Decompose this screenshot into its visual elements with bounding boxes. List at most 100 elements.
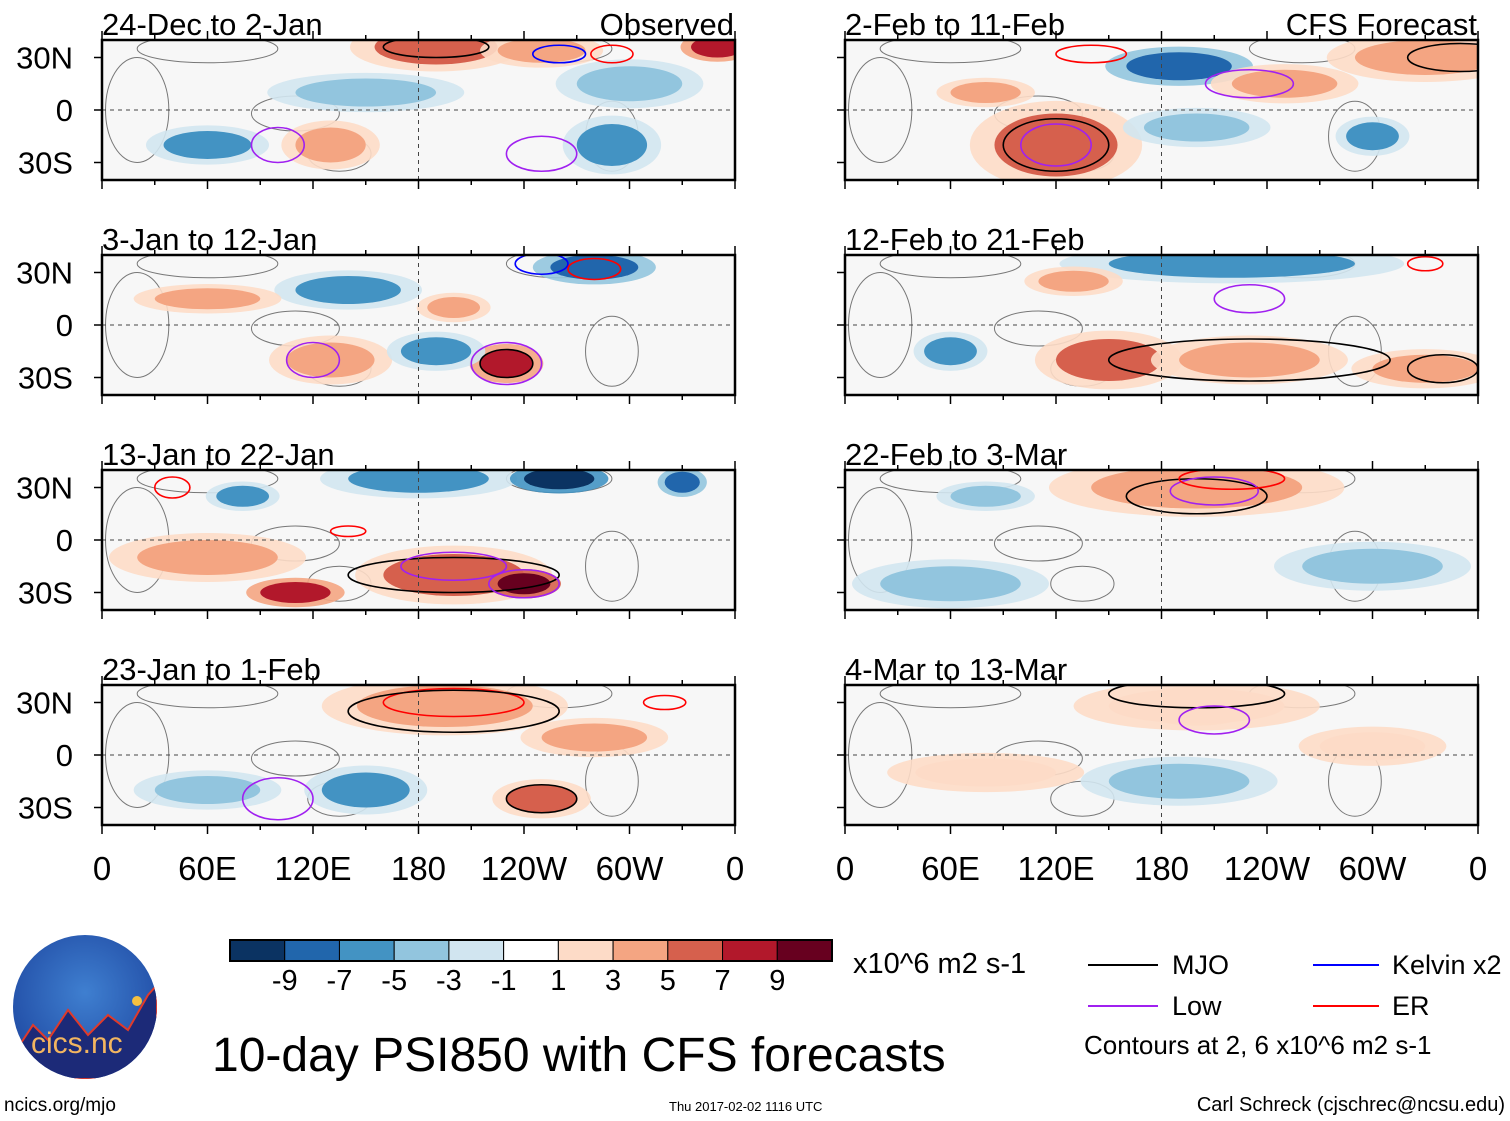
map-panel: 3-Jan to 12-Jan 30N 0 30S [16,222,737,404]
anomaly-shading [137,540,278,575]
map-panel: 24-Dec to 2-Jan Observed 30N 0 30S [16,7,737,189]
contour-line [567,257,622,281]
colorbar-swatch [557,939,614,962]
anomaly-shading [295,276,401,304]
contour-line [382,687,525,718]
lat-label: 30N [16,256,73,291]
contour-line [505,135,578,173]
column-header: Observed [600,7,734,42]
anomaly-field [102,40,735,180]
lon-label: 120E [1017,850,1094,887]
anomaly-shading [1231,69,1338,98]
lon-label: 0 [1469,850,1487,887]
anomaly-shading [541,723,648,752]
colorbar-swatch [338,939,395,962]
coastline [250,740,340,777]
lon-label: 120E [274,850,351,887]
contour-line [1213,283,1286,314]
panel-title: 2-Feb to 11-Feb [845,7,1065,42]
lat-label: 0 [56,523,73,558]
contour-line [1204,68,1295,99]
coastline [585,530,639,602]
anomaly-shading [1179,342,1320,378]
anomaly-shading [216,485,270,507]
colorbar-swatch [229,939,286,962]
colorbar-swatch [667,939,724,962]
anomaly-shading [260,582,331,603]
figure-title: 10-day PSI850 with CFS forecasts [212,1029,946,1082]
coastline [993,525,1083,562]
lat-label: 30S [18,146,73,181]
contour-line [479,348,534,379]
colorbar-label: 1 [550,965,566,997]
lat-label: 30S [18,576,73,611]
coastline [136,40,279,64]
er-line-swatch [1313,1005,1379,1007]
lon-label: 0 [836,850,854,887]
contour-line [1055,44,1128,64]
lon-label: 60E [921,850,980,887]
anomaly-shading [154,288,261,310]
colorbar-swatch [284,939,340,962]
contour-line [347,556,560,594]
lon-label: 60W [1339,850,1408,887]
anomaly-shading [163,131,252,159]
contour-line [1406,42,1478,73]
contour-line [382,40,490,59]
legend-label: ER [1392,991,1430,1021]
contour-line [1020,123,1092,167]
colorbar-swatch [393,939,450,962]
anomaly-shading [576,124,648,166]
anomaly-shading [154,776,261,804]
contour-line [1178,470,1286,491]
lon-label: 180 [391,850,446,887]
logo-text: cics.nc [31,1027,123,1060]
cics-logo: cics.nc [13,935,157,1079]
coastline [136,685,279,709]
panel-title: 13-Jan to 22-Jan [102,437,335,472]
anomaly-shading [497,40,586,63]
anomaly-shading [1126,52,1232,81]
colorbar-label: -7 [327,965,353,997]
lat-label: 30N [16,41,73,76]
footer-author[interactable]: Carl Schreck (cjschrec@ncsu.edu) [1196,1094,1505,1116]
legend-label: Kelvin x2 [1392,950,1502,980]
colorbar-swatch [776,939,833,962]
colorbar-label: -3 [436,965,462,997]
kelvin-line-swatch [1313,964,1379,966]
colorbar-label: -5 [381,965,407,997]
coastline [136,255,279,279]
anomaly-shading [1108,763,1250,799]
map-panel: 13-Jan to 22-Jan 30N 0 30S [16,437,737,619]
contour-line [241,776,314,821]
contour-line [153,476,191,499]
anomaly-shading [994,113,1118,177]
anomaly-shading [576,66,683,102]
map-panel: 12-Feb to 21-Feb [837,222,1480,404]
anomaly-shading [915,758,1056,787]
units-label: x10^6 m2 s-1 [853,948,1027,980]
lat-label: 0 [56,308,73,343]
contour-line [505,783,578,814]
anomaly-shading [880,566,1021,602]
panel-title: 12-Feb to 21-Feb [845,222,1085,257]
contour-note: Contours at 2, 6 x10^6 m2 s-1 [1084,1030,1432,1060]
map-panel: 4-Mar to 13-Mar 0 60E 120E 180 120W 60W 0 [836,652,1487,887]
coastline [585,315,639,387]
lon-label: 180 [1134,850,1189,887]
anomaly-shading [1108,688,1285,724]
contour-line [1406,353,1478,384]
anomaly-shading [924,337,977,366]
lon-label: 120W [1224,850,1311,887]
footer-site[interactable]: ncics.org/mjo [4,1095,116,1116]
coastline [879,255,1022,279]
contour-line [642,694,687,711]
anomaly-shading [1319,732,1426,761]
contour-line [1002,117,1110,173]
contour-line [250,126,306,164]
anomaly-shading [664,471,700,493]
anomaly-shading [295,78,437,107]
contour-line [470,341,543,386]
